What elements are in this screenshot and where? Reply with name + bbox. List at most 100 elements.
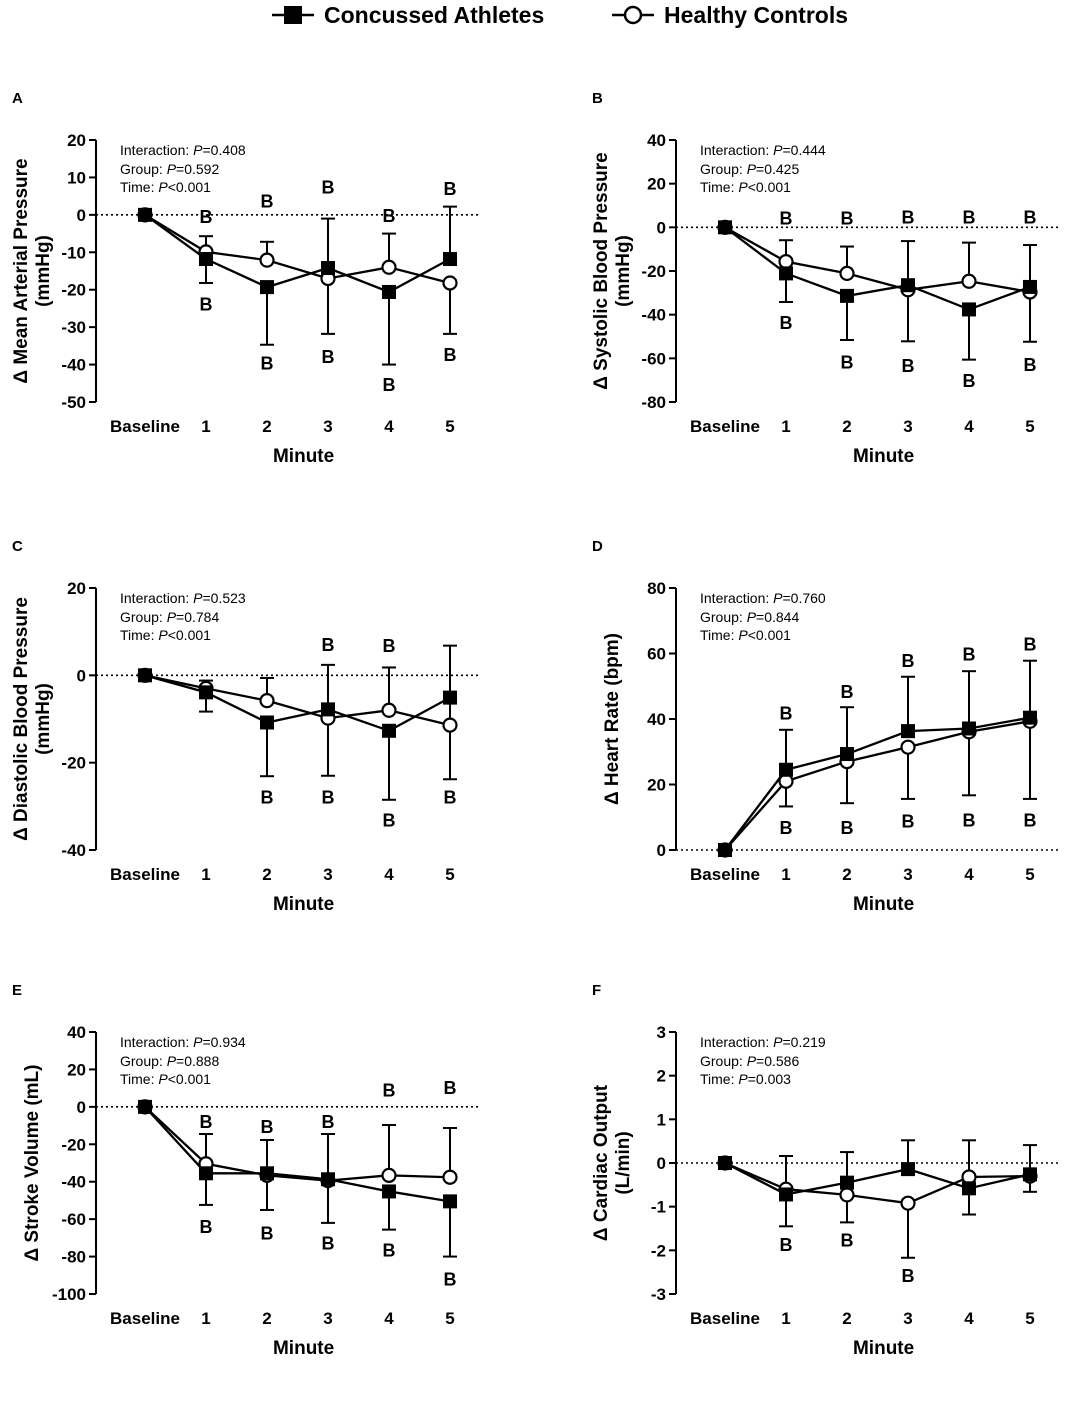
time-stat: Time: P<0.001 bbox=[120, 1070, 246, 1089]
y-axis-label: Δ Mean Arterial Pressure (mmHg) bbox=[11, 158, 55, 383]
p-symbol: P bbox=[193, 1034, 203, 1050]
significance-label: B bbox=[1024, 355, 1037, 375]
group-stat-label: Group: bbox=[120, 160, 167, 177]
interaction-stat-value: =0.934 bbox=[202, 1034, 246, 1050]
significance-label: B bbox=[322, 635, 335, 655]
stats-box: Interaction: P=0.408 Group: P=0.592 Time: … bbox=[120, 141, 246, 197]
interaction-stat-value: =0.408 bbox=[202, 142, 246, 158]
p-symbol: P bbox=[158, 1071, 168, 1087]
significance-label: B bbox=[780, 818, 793, 838]
y-axis-label-line: Δ Heart Rate (bpm) bbox=[602, 632, 623, 806]
p-symbol: P bbox=[738, 179, 748, 195]
x-axis-label: Minute bbox=[272, 446, 335, 467]
p-symbol: P bbox=[738, 627, 748, 643]
interaction-stat-label: Interaction: bbox=[700, 142, 774, 158]
x-tick-label: 5 bbox=[1025, 865, 1034, 884]
y-tick-label: 20 bbox=[67, 131, 86, 150]
stats-box: Interaction: P=0.523 Group: P=0.784 Time: … bbox=[120, 589, 246, 645]
group-stat: Group: P=0.784 bbox=[120, 608, 246, 627]
x-tick-label: 1 bbox=[781, 417, 790, 436]
x-axis-label: Minute bbox=[852, 894, 915, 915]
healthy-marker bbox=[381, 702, 397, 718]
y-axis-label: Δ Heart Rate (bpm) bbox=[602, 633, 624, 805]
concussed-marker bbox=[443, 1194, 457, 1209]
y-tick-label: -20 bbox=[61, 1135, 86, 1154]
significance-label: B bbox=[322, 1233, 335, 1253]
y-axis-label-line: (L/min) bbox=[613, 1131, 634, 1195]
p-symbol: P bbox=[773, 142, 783, 158]
significance-label: B bbox=[261, 354, 274, 374]
x-tick-label: 3 bbox=[323, 865, 332, 884]
time-stat-value: <0.001 bbox=[167, 179, 211, 195]
time-stat-label: Time: bbox=[700, 1071, 739, 1087]
y-axis-label: Δ Stroke Volume (mL) bbox=[22, 1065, 44, 1262]
y-tick-label: 60 bbox=[647, 645, 666, 664]
x-tick-label: 3 bbox=[323, 1309, 332, 1328]
time-stat-value: <0.001 bbox=[167, 1071, 211, 1087]
y-tick-label: -30 bbox=[61, 318, 86, 337]
concussed-marker bbox=[718, 843, 732, 857]
concussed-marker bbox=[962, 721, 976, 736]
y-tick-label: 3 bbox=[657, 1023, 666, 1042]
concussed-marker bbox=[962, 302, 976, 317]
healthy-marker bbox=[381, 1167, 397, 1183]
x-tick-label: Baseline bbox=[110, 865, 180, 884]
group-stat-value: =0.592 bbox=[176, 160, 220, 177]
x-tick-label: 4 bbox=[384, 865, 394, 884]
y-tick-label: -20 bbox=[61, 754, 86, 773]
interaction-stat: Interaction: P=0.444 bbox=[700, 141, 826, 160]
concussed-marker bbox=[382, 723, 396, 738]
significance-label: B bbox=[322, 347, 335, 367]
concussed-marker bbox=[382, 284, 396, 299]
y-tick-label: 1 bbox=[657, 1110, 666, 1129]
significance-label: B bbox=[383, 810, 396, 830]
panel-letter: E bbox=[12, 982, 23, 999]
x-tick-label: 3 bbox=[903, 1309, 912, 1328]
x-tick-label: 2 bbox=[842, 865, 851, 884]
x-tick-label: 2 bbox=[262, 417, 271, 436]
y-axis-label-line: Δ Stroke Volume (mL) bbox=[22, 1064, 43, 1262]
time-stat-value: <0.001 bbox=[747, 179, 791, 195]
plot-area: 40 20 0 -20 -40 -60 -80 -100 Baseline 1 2 3 4 5 B B B B B B… bbox=[52, 1023, 480, 1328]
x-tick-label: Baseline bbox=[110, 417, 180, 436]
concussed-marker bbox=[1023, 279, 1037, 294]
p-symbol: P bbox=[166, 1052, 177, 1069]
y-tick-label: -80 bbox=[641, 393, 666, 412]
time-stat-label: Time: bbox=[700, 627, 739, 643]
x-tick-label: 5 bbox=[445, 865, 454, 884]
healthy-series-line bbox=[144, 213, 451, 285]
healthy-marker bbox=[442, 1169, 458, 1185]
time-stat-label: Time: bbox=[120, 1071, 159, 1087]
healthy-marker bbox=[839, 265, 855, 282]
x-tick-label: 2 bbox=[262, 1309, 271, 1328]
concussed-marker bbox=[962, 1181, 976, 1196]
x-tick-label: 5 bbox=[445, 1309, 454, 1328]
interaction-stat: Interaction: P=0.408 bbox=[120, 141, 246, 160]
concussed-marker bbox=[1023, 1167, 1037, 1182]
time-stat: Time: P<0.001 bbox=[700, 626, 826, 645]
concussed-marker bbox=[718, 220, 732, 235]
concussed-marker bbox=[840, 747, 854, 762]
y-tick-label: -80 bbox=[61, 1248, 86, 1267]
concussed-marker bbox=[779, 762, 793, 777]
group-stat-label: Group: bbox=[700, 1052, 747, 1069]
significance-label: B bbox=[261, 1223, 274, 1243]
concussed-series-line bbox=[724, 716, 1031, 851]
stats-box: Interaction: P=0.444 Group: P=0.425 Time: … bbox=[700, 141, 826, 197]
concussed-marker bbox=[443, 252, 457, 267]
open-circle-marker-icon bbox=[612, 5, 654, 25]
concussed-series-line bbox=[144, 1106, 451, 1203]
significance-label: B bbox=[383, 1081, 396, 1101]
p-symbol: P bbox=[166, 608, 177, 625]
concussed-marker bbox=[138, 207, 152, 222]
time-stat-value: <0.001 bbox=[747, 627, 791, 643]
interaction-stat-value: =0.219 bbox=[782, 1034, 826, 1050]
x-tick-label: 5 bbox=[445, 417, 454, 436]
y-tick-label: -20 bbox=[61, 281, 86, 300]
significance-label: B bbox=[261, 787, 274, 807]
significance-label: B bbox=[383, 375, 396, 395]
x-tick-label: 1 bbox=[781, 865, 790, 884]
group-stat-value: =0.425 bbox=[756, 160, 800, 177]
y-tick-label: 0 bbox=[657, 841, 666, 860]
chart-panel-e: E 40 20 0 -20 -40 -60 -80 -100 Baseline 1 2 3 4 5 B B B B B… bbox=[0, 972, 540, 1412]
